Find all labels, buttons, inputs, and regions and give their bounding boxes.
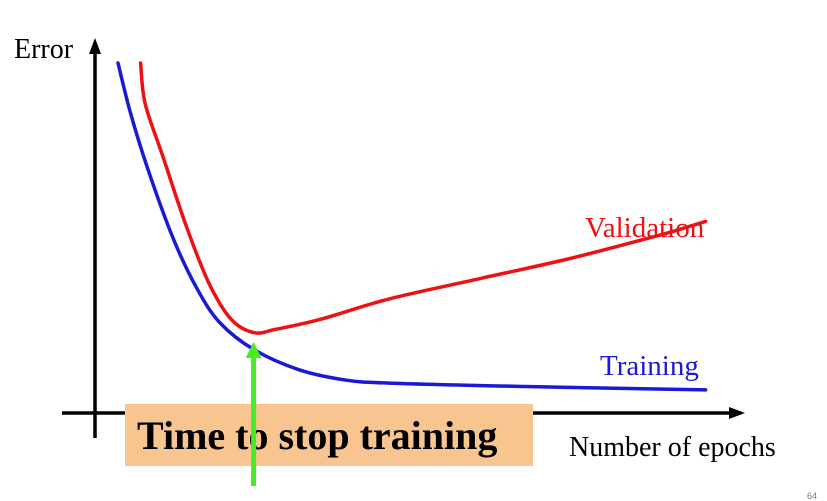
- y-axis-arrowhead: [89, 38, 101, 54]
- validation-series-label: Validation: [585, 212, 705, 244]
- validation-curve: [138, 61, 708, 335]
- training-series-label: Training: [600, 350, 699, 382]
- training-curve: [116, 61, 708, 392]
- stop-training-callout-text: Time to stop training: [137, 413, 498, 458]
- page-number: 64: [807, 491, 818, 501]
- y-axis-label: Error: [14, 34, 74, 65]
- stop-training-callout: [125, 404, 533, 466]
- x-axis-arrowhead: [729, 407, 745, 419]
- x-axis-label: Number of epochs: [569, 432, 776, 463]
